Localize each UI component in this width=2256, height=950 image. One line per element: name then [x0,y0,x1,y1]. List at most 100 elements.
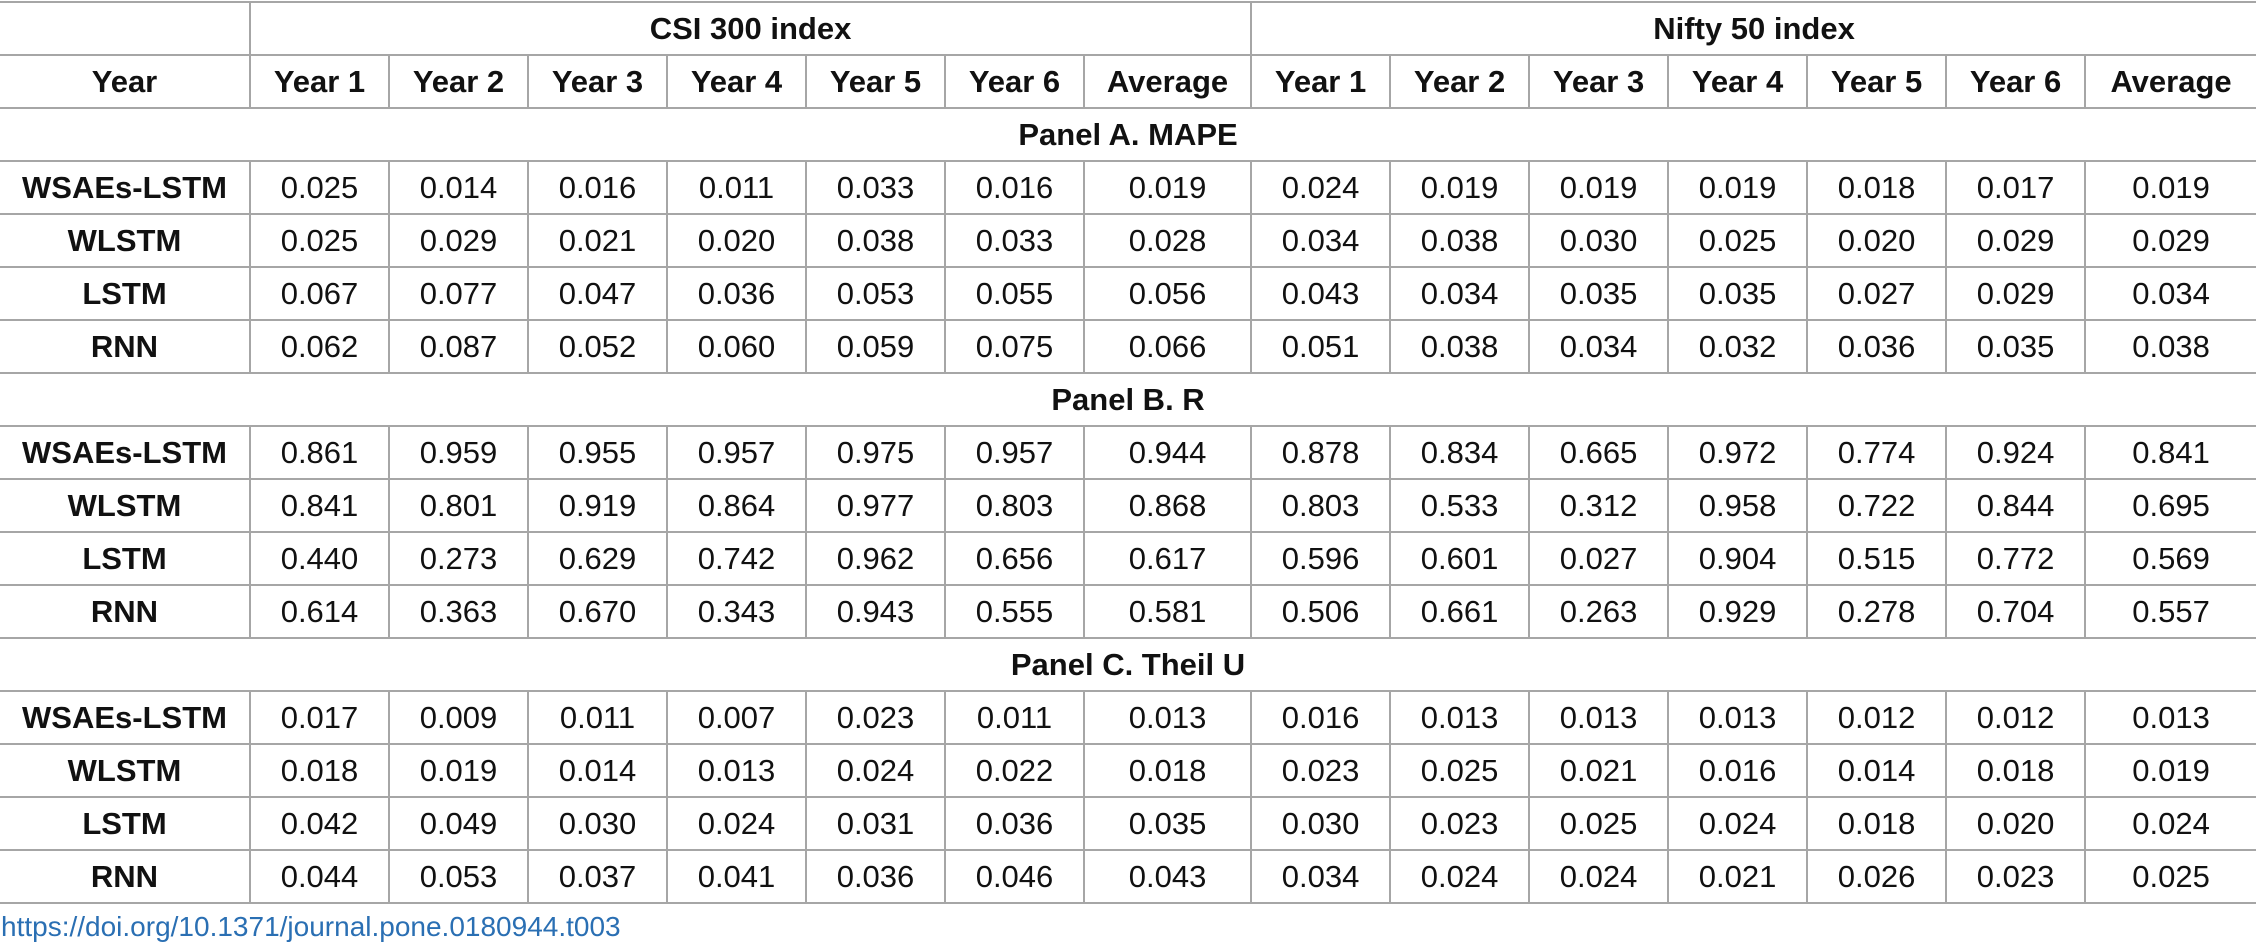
column-header: Year 5 [1806,55,1948,108]
value-cell: 0.278 [1806,585,1948,638]
doi-link[interactable]: https://doi.org/10.1371/journal.pone.018… [1,911,621,942]
value-cell: 0.034 [1389,267,1531,320]
model-name: LSTM [0,267,251,320]
value-cell: 0.861 [249,426,390,479]
column-header: Year 2 [388,55,529,108]
table-row: LSTM 0.042 0.049 0.030 0.024 0.031 0.036 0.035 0… [0,797,2256,850]
column-header: Year 4 [666,55,807,108]
value-cell: 0.014 [1806,744,1948,797]
value-cell: 0.056 [1082,267,1253,320]
value-cell: 0.012 [1806,691,1948,744]
value-cell: 0.033 [805,161,946,214]
value-cell: 0.038 [2084,320,2256,373]
value-cell: 0.617 [1082,532,1253,585]
model-name: RNN [0,585,251,638]
column-header: Year 1 [1250,55,1392,108]
value-cell: 0.013 [2084,691,2256,744]
value-cell: 0.017 [1945,161,2087,214]
value-cell: 0.803 [1250,479,1392,532]
value-cell: 0.011 [944,691,1085,744]
value-cell: 0.026 [1806,850,1948,903]
value-cell: 0.030 [527,797,668,850]
value-cell: 0.030 [1528,214,1670,267]
table-row: WLSTM 0.018 0.019 0.014 0.013 0.024 0.022 0.018… [0,744,2256,797]
value-cell: 0.904 [1667,532,1809,585]
column-header: Year 6 [944,55,1085,108]
column-header: Year 4 [1667,55,1809,108]
value-cell: 0.024 [805,744,946,797]
value-cell: 0.029 [1945,267,2087,320]
value-cell: 0.263 [1528,585,1670,638]
value-cell: 0.868 [1082,479,1253,532]
value-cell: 0.037 [527,850,668,903]
value-cell: 0.343 [666,585,807,638]
value-cell: 0.019 [2084,161,2256,214]
value-cell: 0.919 [527,479,668,532]
model-name: LSTM [0,797,251,850]
value-cell: 0.957 [944,426,1085,479]
value-cell: 0.007 [666,691,807,744]
value-cell: 0.016 [527,161,668,214]
table-row: WLSTM 0.025 0.029 0.021 0.020 0.038 0.033 0.028… [0,214,2256,267]
value-cell: 0.024 [1389,850,1531,903]
corner-cell [0,2,251,55]
value-cell: 0.024 [1528,850,1670,903]
value-cell: 0.029 [388,214,529,267]
value-cell: 0.021 [1667,850,1809,903]
value-cell: 0.012 [1945,691,2087,744]
value-cell: 0.034 [1250,214,1392,267]
value-cell: 0.035 [1667,267,1809,320]
column-header: Year 3 [527,55,668,108]
value-cell: 0.053 [805,267,946,320]
value-cell: 0.704 [1945,585,2087,638]
value-cell: 0.312 [1528,479,1670,532]
value-cell: 0.943 [805,585,946,638]
value-cell: 0.043 [1082,850,1253,903]
value-cell: 0.055 [944,267,1085,320]
value-cell: 0.569 [2084,532,2256,585]
value-cell: 0.038 [1389,320,1531,373]
value-cell: 0.053 [388,850,529,903]
model-name: RNN [0,850,251,903]
value-cell: 0.035 [1082,797,1253,850]
value-cell: 0.060 [666,320,807,373]
column-header: Average [1082,55,1253,108]
value-cell: 0.036 [805,850,946,903]
value-cell: 0.052 [527,320,668,373]
value-cell: 0.041 [666,850,807,903]
column-header: Year 3 [1528,55,1670,108]
value-cell: 0.019 [1528,161,1670,214]
value-cell: 0.025 [1667,214,1809,267]
value-cell: 0.035 [1945,320,2087,373]
table-row: WLSTM 0.841 0.801 0.919 0.864 0.977 0.803 0.868… [0,479,2256,532]
value-cell: 0.022 [944,744,1085,797]
value-cell: 0.034 [1250,850,1392,903]
column-header: Year 1 [249,55,390,108]
value-cell: 0.027 [1806,267,1948,320]
value-cell: 0.009 [388,691,529,744]
row-header-year: Year [0,55,251,108]
value-cell: 0.036 [944,797,1085,850]
value-cell: 0.018 [1945,744,2087,797]
value-cell: 0.025 [249,161,390,214]
value-cell: 0.029 [1945,214,2087,267]
table-row: RNN 0.044 0.053 0.037 0.041 0.036 0.046 0.043 0.… [0,850,2256,903]
value-cell: 0.273 [388,532,529,585]
value-cell: 0.025 [1528,797,1670,850]
value-cell: 0.924 [1945,426,2087,479]
value-cell: 0.021 [1528,744,1670,797]
value-cell: 0.062 [249,320,390,373]
value-cell: 0.440 [249,532,390,585]
value-cell: 0.972 [1667,426,1809,479]
value-cell: 0.034 [2084,267,2256,320]
value-cell: 0.043 [1250,267,1392,320]
value-cell: 0.044 [249,850,390,903]
group-header-row: CSI 300 index Nifty 50 index [0,2,2256,55]
value-cell: 0.025 [2084,850,2256,903]
model-name: LSTM [0,532,251,585]
value-cell: 0.030 [1250,797,1392,850]
panel-row: Panel C. Theil U [0,638,2256,691]
model-name: WSAEs-LSTM [0,161,251,214]
value-cell: 0.029 [2084,214,2256,267]
value-cell: 0.864 [666,479,807,532]
